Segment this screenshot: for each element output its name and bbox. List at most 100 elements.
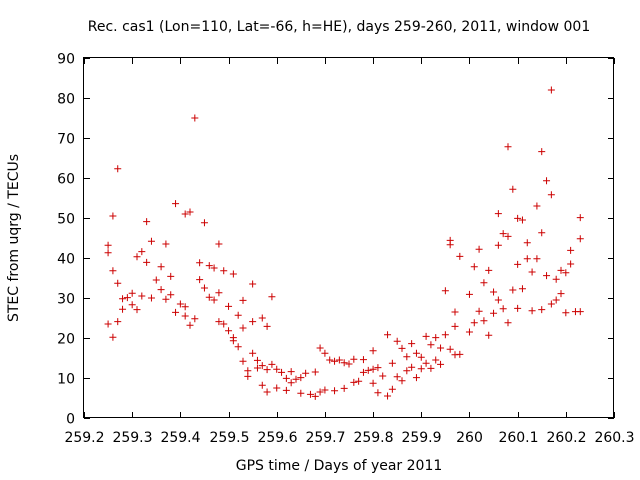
data-point: [200, 219, 208, 227]
data-point: [494, 296, 502, 304]
data-point: [518, 285, 526, 293]
data-point: [229, 270, 237, 278]
y-tick-label: 20: [57, 332, 75, 348]
data-point: [249, 318, 257, 326]
data-point: [451, 322, 459, 330]
data-point: [557, 290, 565, 298]
data-point: [523, 255, 531, 263]
data-point: [215, 240, 223, 248]
data-point: [412, 374, 420, 382]
data-point: [504, 143, 512, 151]
data-point: [576, 214, 584, 222]
data-point: [480, 279, 488, 287]
data-point: [403, 367, 411, 375]
data-point: [340, 359, 348, 367]
data-point: [437, 344, 445, 352]
data-point: [504, 319, 512, 327]
data-point: [104, 320, 112, 328]
data-points: [104, 86, 584, 400]
data-point: [143, 218, 151, 226]
x-tick-label: 259.8: [353, 430, 393, 446]
data-point: [114, 165, 122, 173]
data-point: [557, 266, 565, 274]
data-point: [538, 229, 546, 237]
data-point: [494, 241, 502, 249]
data-point: [408, 340, 416, 348]
data-point: [403, 353, 411, 361]
y-tick-label: 0: [66, 412, 75, 428]
x-tick-label: 260.2: [546, 430, 586, 446]
data-point: [567, 246, 575, 254]
data-point: [220, 320, 228, 328]
data-point: [220, 267, 228, 275]
data-point: [470, 319, 478, 327]
data-point: [374, 389, 382, 397]
x-tick-label: 259.9: [401, 430, 441, 446]
data-point: [172, 308, 180, 316]
data-point: [311, 392, 319, 400]
data-point: [215, 318, 223, 326]
y-tick-label: 50: [57, 212, 75, 228]
data-point: [263, 366, 271, 374]
data-point: [538, 306, 546, 314]
data-point: [412, 349, 420, 357]
data-point: [369, 347, 377, 355]
data-point: [268, 360, 276, 368]
data-point: [282, 374, 290, 382]
plot-frame: [83, 57, 614, 418]
data-point: [369, 365, 377, 373]
data-point: [547, 300, 555, 308]
data-point: [287, 368, 295, 376]
y-axis: 0 10 20 30 40 50 60 70 80 90: [57, 52, 614, 428]
data-point: [562, 269, 570, 277]
data-point: [244, 372, 252, 380]
data-point: [162, 295, 170, 303]
data-point: [576, 235, 584, 243]
data-point: [533, 202, 541, 210]
data-point: [408, 363, 416, 371]
data-point: [249, 349, 257, 357]
data-point: [543, 177, 551, 185]
data-point: [562, 309, 570, 317]
data-point: [388, 385, 396, 393]
data-point: [138, 248, 146, 256]
data-point: [258, 314, 266, 322]
x-axis-title: GPS time / Days of year 2011: [236, 458, 443, 474]
data-point: [451, 308, 459, 316]
data-point: [485, 266, 493, 274]
data-point: [210, 296, 218, 304]
data-point: [335, 356, 343, 364]
data-point: [499, 230, 507, 238]
data-point: [388, 359, 396, 367]
data-point: [287, 379, 295, 387]
data-point: [133, 253, 141, 261]
data-point: [485, 331, 493, 339]
data-point: [379, 372, 387, 380]
data-point: [480, 317, 488, 325]
data-point: [504, 232, 512, 240]
chart-title: Rec. cas1 (Lon=110, Lat=-66, h=HE), days…: [88, 19, 590, 35]
y-tick-label: 70: [57, 132, 75, 148]
data-point: [441, 331, 449, 339]
data-point: [263, 322, 271, 330]
data-point: [446, 241, 454, 249]
data-point: [114, 279, 122, 287]
data-point: [514, 214, 522, 222]
data-point: [490, 309, 498, 317]
data-point: [311, 368, 319, 376]
data-point: [567, 260, 575, 268]
data-point: [186, 208, 194, 216]
data-point: [398, 377, 406, 385]
data-point: [162, 240, 170, 248]
data-point: [369, 379, 377, 387]
data-point: [552, 275, 560, 283]
data-point: [176, 300, 184, 308]
data-point: [114, 318, 122, 326]
data-point: [509, 286, 517, 294]
x-tick-label: 260.1: [498, 430, 538, 446]
data-point: [167, 291, 175, 299]
data-point: [268, 293, 276, 301]
data-point: [119, 305, 127, 313]
data-point: [340, 384, 348, 392]
